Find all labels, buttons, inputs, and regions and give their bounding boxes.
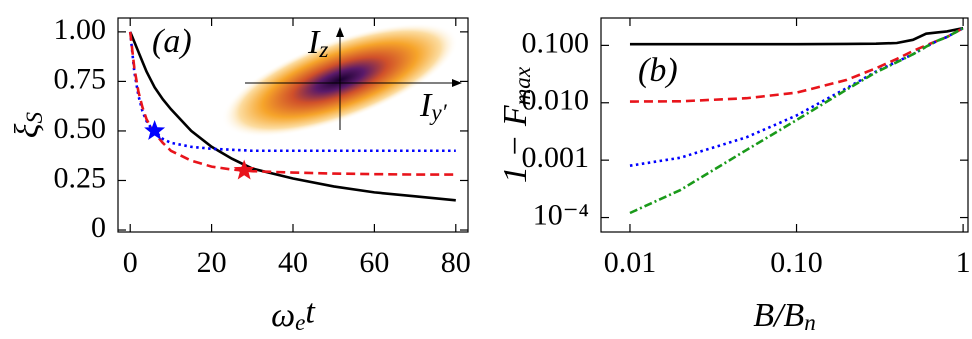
line-series bbox=[629, 26, 964, 103]
x-axis-label-part: ω bbox=[271, 297, 295, 334]
y-tick-label: 10⁻⁴ bbox=[533, 198, 589, 231]
plot-frame bbox=[600, 17, 969, 233]
line-series bbox=[629, 26, 964, 168]
inset-y-label-part: z bbox=[318, 37, 328, 63]
y-axis-label-part: S bbox=[22, 112, 48, 124]
x-tick-label: 0 bbox=[123, 246, 138, 279]
line-series bbox=[629, 26, 964, 46]
inset-x-label: Iy′ bbox=[419, 87, 448, 126]
line-series bbox=[629, 26, 964, 215]
x-axis-label: ωet bbox=[271, 294, 316, 337]
line-series bbox=[128, 31, 456, 153]
inset-y-label: Iz bbox=[307, 24, 328, 63]
x-tick-label: 20 bbox=[197, 246, 227, 279]
y-tick-label: 0.001 bbox=[522, 141, 590, 174]
inset-arrow bbox=[452, 79, 462, 87]
y-axis-label-part: max bbox=[510, 66, 536, 105]
x-axis-label-part: n bbox=[804, 310, 816, 336]
y-axis-label-part: ξ bbox=[9, 123, 46, 138]
y-tick-label: 0.50 bbox=[54, 112, 107, 145]
inset-x-label-part: y′ bbox=[429, 100, 447, 126]
star-marker bbox=[144, 119, 166, 140]
line-series bbox=[129, 31, 456, 202]
x-axis-label: B/Bn bbox=[753, 297, 816, 336]
star-marker bbox=[233, 159, 255, 180]
y-tick-label: 0.25 bbox=[54, 161, 107, 194]
x-tick-label: 40 bbox=[278, 246, 308, 279]
inset-arrow bbox=[336, 27, 344, 37]
x-axis-label-part: B/B bbox=[753, 297, 804, 334]
inset-x-label-part: I bbox=[419, 87, 433, 124]
inset bbox=[221, 23, 462, 137]
x-tick-label: 1 bbox=[956, 246, 971, 279]
y-axis-label: 1 − Fmax bbox=[497, 66, 536, 183]
x-axis-label-part: t bbox=[305, 294, 316, 331]
panel: 0.01 0.10 1 10⁻⁴ 0.001 0.010 0.100 (b) B/Bn 1 − F… bbox=[497, 17, 971, 336]
inset-y-label-part: I bbox=[307, 24, 321, 61]
x-tick-label: 60 bbox=[359, 246, 389, 279]
y-axis-label-part: 1 − F bbox=[497, 104, 534, 183]
x-tick-label: 0.01 bbox=[604, 246, 657, 279]
y-tick-label: 0.75 bbox=[54, 62, 107, 95]
x-axis-label-part: e bbox=[295, 310, 305, 336]
x-tick-label: 80 bbox=[441, 246, 471, 279]
y-tick-label: 0.100 bbox=[522, 26, 590, 59]
y-tick-label: 0 bbox=[91, 211, 106, 244]
y-tick-label: 0.010 bbox=[522, 84, 590, 117]
panel-label: (b) bbox=[638, 52, 678, 89]
y-tick-label: 1.00 bbox=[54, 13, 107, 46]
panel-label: (a) bbox=[152, 23, 192, 60]
x-tick-label: 0.10 bbox=[770, 246, 823, 279]
y-axis-label: ξS bbox=[9, 112, 48, 139]
line-series bbox=[128, 31, 456, 176]
